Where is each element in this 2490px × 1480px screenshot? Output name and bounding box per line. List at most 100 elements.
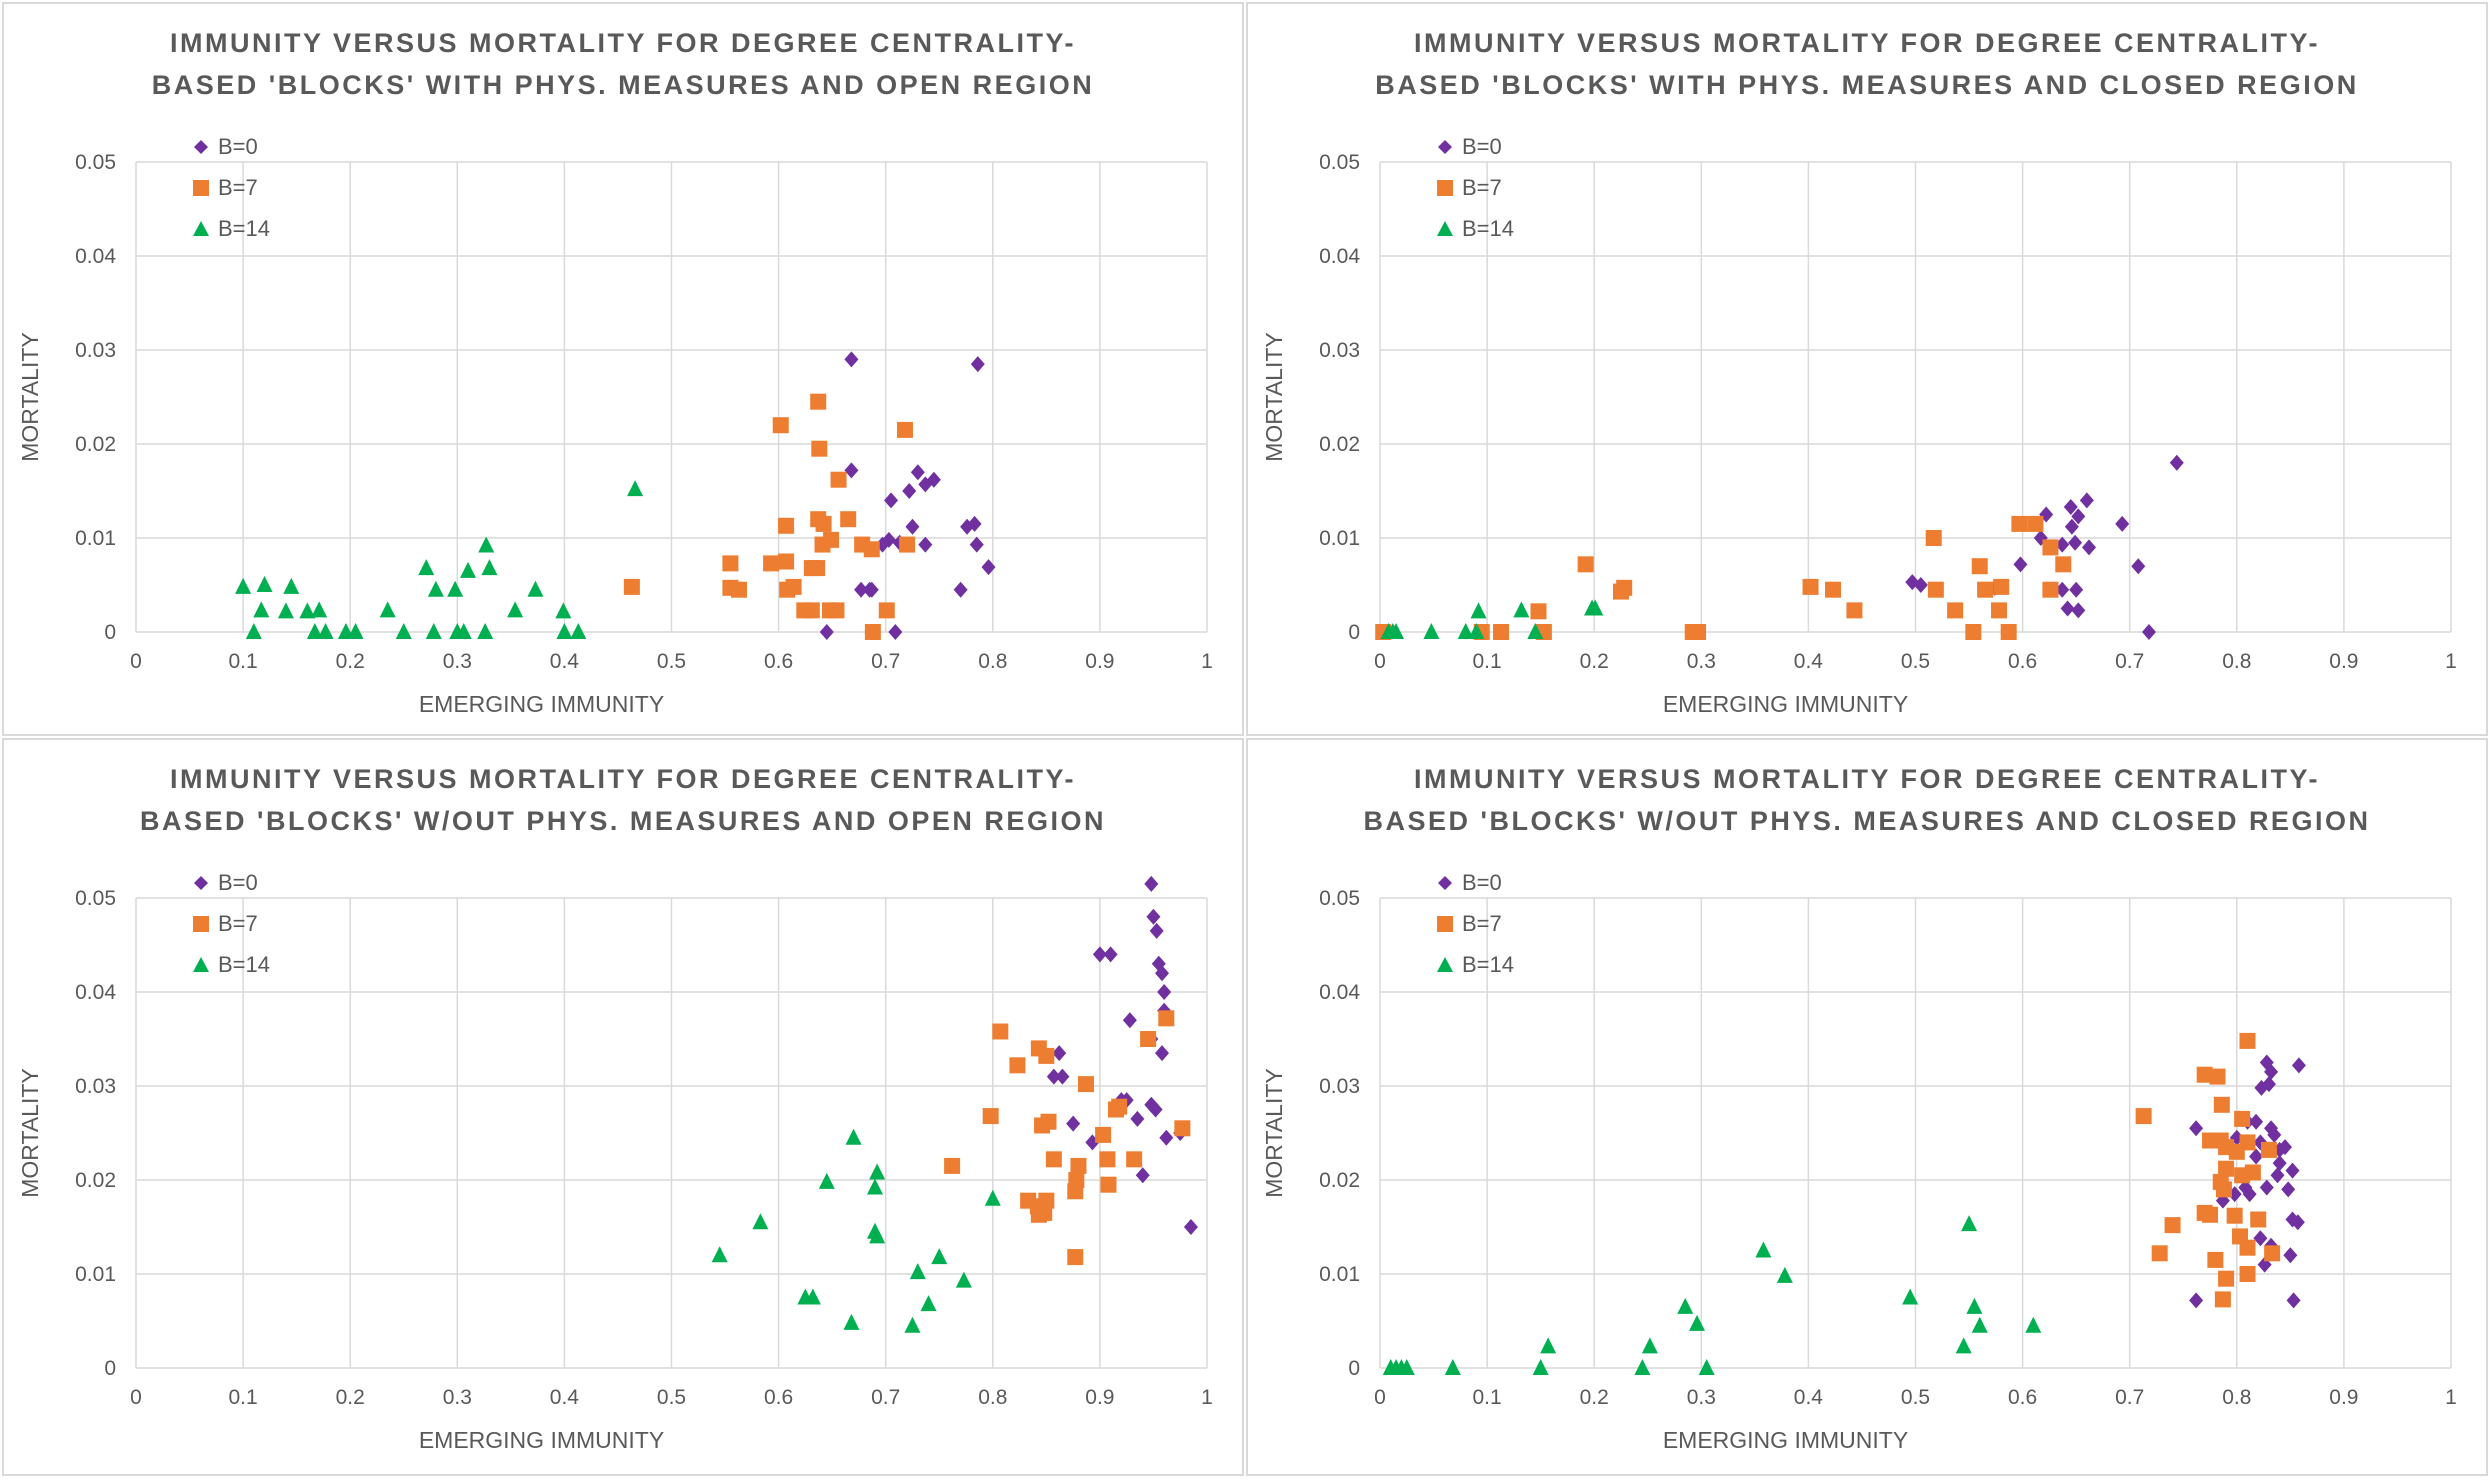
point-b0 bbox=[2286, 1292, 2301, 1309]
point-b14 bbox=[1776, 1266, 1793, 1283]
point-b7 bbox=[2151, 1245, 2168, 1262]
y-tick-label: 0.04 bbox=[75, 245, 116, 268]
point-b0 bbox=[918, 476, 933, 493]
point-b7 bbox=[2135, 1108, 2152, 1125]
point-b14 bbox=[425, 623, 442, 639]
point-b0 bbox=[2131, 558, 2146, 575]
point-b0 bbox=[2064, 518, 2079, 535]
point-b0 bbox=[969, 536, 984, 553]
point-b7 bbox=[899, 536, 916, 553]
legend-item-b7: B=7 bbox=[1434, 167, 1514, 208]
point-b0 bbox=[2227, 1186, 2242, 1203]
legend-item-b7: B=7 bbox=[190, 167, 270, 208]
point-b7 bbox=[2239, 1266, 2256, 1282]
point-b7 bbox=[2218, 1270, 2235, 1287]
chart-title: IMMUNITY VERSUS MORTALITY FOR DEGREE CEN… bbox=[1248, 22, 2486, 106]
x-tick-label: 0.5 bbox=[657, 650, 686, 673]
point-b7 bbox=[722, 555, 739, 572]
point-b7 bbox=[2055, 556, 2072, 573]
point-b0 bbox=[2071, 508, 2086, 525]
x-tick-label: 0.6 bbox=[764, 650, 793, 673]
point-b0 bbox=[1130, 1110, 1145, 1127]
x-tick-label: 0.9 bbox=[2329, 1386, 2358, 1409]
point-b7 bbox=[2042, 539, 2059, 556]
diamond-marker-icon bbox=[194, 139, 208, 154]
point-b14 bbox=[931, 1248, 948, 1265]
point-b7 bbox=[1126, 1151, 1143, 1168]
y-tick-label: 0.04 bbox=[1319, 981, 1360, 1004]
point-b0 bbox=[844, 462, 859, 479]
x-tick-label: 0.1 bbox=[228, 1386, 257, 1409]
legend-item-b14: B=14 bbox=[190, 208, 270, 249]
point-b14 bbox=[477, 623, 494, 639]
point-b7 bbox=[2214, 1291, 2231, 1308]
y-tick-label: 0 bbox=[104, 621, 116, 644]
point-b14 bbox=[1677, 1297, 1694, 1314]
point-b0 bbox=[918, 536, 933, 553]
point-b14 bbox=[1966, 1297, 1983, 1314]
y-axis-label: MORTALITY bbox=[1261, 332, 1287, 462]
point-b14 bbox=[869, 1227, 886, 1244]
point-b0 bbox=[1155, 1045, 1170, 1062]
x-tick-label: 1 bbox=[1201, 1386, 1213, 1409]
point-b0 bbox=[2063, 498, 2078, 515]
legend-item-b14: B=14 bbox=[1434, 208, 1514, 249]
point-b14 bbox=[235, 577, 252, 594]
x-tick-label: 0.4 bbox=[550, 1386, 580, 1409]
point-b0 bbox=[2169, 454, 2184, 471]
point-b0 bbox=[2141, 624, 2156, 640]
chart-title: IMMUNITY VERSUS MORTALITY FOR DEGREE CEN… bbox=[1248, 758, 2486, 842]
triangle-marker-icon bbox=[193, 956, 209, 972]
point-b0 bbox=[2290, 1214, 2305, 1231]
point-b14 bbox=[845, 1128, 862, 1145]
point-b7 bbox=[803, 560, 820, 577]
point-b14 bbox=[711, 1246, 728, 1263]
point-b14 bbox=[1961, 1215, 1978, 1232]
x-tick-label: 0 bbox=[130, 650, 142, 673]
point-b14 bbox=[804, 1288, 821, 1305]
x-tick-label: 0.4 bbox=[1794, 1386, 1824, 1409]
point-b7 bbox=[1802, 578, 1819, 595]
point-b0 bbox=[2253, 1230, 2268, 1247]
square-marker-icon bbox=[193, 915, 209, 932]
point-b7 bbox=[730, 581, 747, 598]
point-b14 bbox=[1527, 623, 1544, 639]
point-b7 bbox=[2215, 1181, 2232, 1198]
point-b7 bbox=[1070, 1157, 1087, 1174]
point-b0 bbox=[2079, 492, 2094, 509]
x-tick-label: 0.7 bbox=[871, 1386, 900, 1409]
y-tick-label: 0 bbox=[104, 1357, 116, 1380]
legend-item-b7: B=7 bbox=[1434, 903, 1514, 944]
point-b0 bbox=[1148, 1101, 1163, 1118]
x-tick-label: 0 bbox=[1374, 1386, 1386, 1409]
x-tick-label: 0.8 bbox=[2222, 1386, 2251, 1409]
point-b14 bbox=[527, 580, 544, 597]
point-b7 bbox=[811, 440, 828, 457]
point-b7 bbox=[2202, 1206, 2219, 1223]
point-b0 bbox=[2069, 581, 2084, 598]
point-b0 bbox=[2281, 1181, 2296, 1198]
point-b7 bbox=[2218, 1160, 2235, 1177]
point-b0 bbox=[2071, 602, 2086, 619]
point-b14 bbox=[556, 623, 573, 639]
point-b0 bbox=[2249, 1113, 2264, 1130]
point-b0 bbox=[2264, 1120, 2279, 1137]
point-b14 bbox=[1540, 1337, 1557, 1354]
point-b14 bbox=[1641, 1337, 1658, 1354]
x-tick-label: 0.4 bbox=[1794, 650, 1824, 673]
point-b14 bbox=[1532, 1359, 1549, 1375]
y-tick-label: 0 bbox=[1348, 1357, 1360, 1380]
point-b7 bbox=[2234, 1167, 2251, 1184]
chart-panel-without-measures-closed: IMMUNITY VERSUS MORTALITY FOR DEGREE CEN… bbox=[1246, 738, 2488, 1476]
point-b14 bbox=[299, 602, 316, 619]
point-b0 bbox=[2264, 1063, 2279, 1080]
x-tick-label: 0.9 bbox=[1085, 650, 1114, 673]
legend-label: B=7 bbox=[218, 910, 258, 936]
x-tick-label: 0.9 bbox=[1085, 1386, 1114, 1409]
point-b7 bbox=[2239, 1032, 2256, 1049]
point-b14 bbox=[1698, 1359, 1715, 1375]
point-b14 bbox=[1955, 1337, 1972, 1354]
point-b0 bbox=[2272, 1155, 2287, 1172]
point-b7 bbox=[803, 602, 820, 619]
chart-title-line-1: IMMUNITY VERSUS MORTALITY FOR DEGREE CEN… bbox=[169, 28, 1077, 58]
